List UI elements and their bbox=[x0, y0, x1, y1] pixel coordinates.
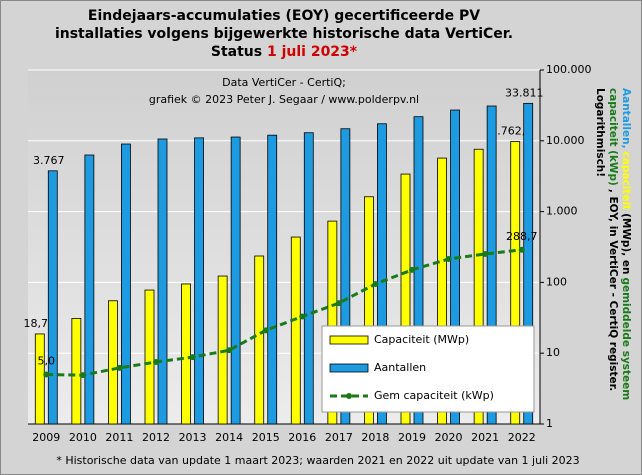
bar bbox=[254, 255, 265, 425]
bar bbox=[290, 236, 301, 425]
value-label: 5,0 bbox=[38, 355, 56, 368]
x-tick-label: 2022 bbox=[508, 431, 536, 444]
x-tick-label: 2020 bbox=[435, 431, 463, 444]
line-marker bbox=[299, 313, 306, 320]
bar bbox=[437, 157, 447, 425]
bar bbox=[181, 283, 191, 425]
y-tick-label: 10.000 bbox=[546, 134, 585, 147]
legend-swatch bbox=[346, 393, 352, 399]
line-marker bbox=[445, 256, 452, 263]
bar bbox=[450, 109, 460, 425]
bar bbox=[510, 141, 521, 425]
y-axis-label-part: capaciteit bbox=[620, 152, 632, 211]
line-marker bbox=[226, 347, 233, 354]
line-marker bbox=[482, 250, 489, 257]
legend-swatch bbox=[329, 363, 369, 373]
bar bbox=[327, 220, 338, 425]
value-label: 18,7 bbox=[24, 317, 49, 330]
line-marker bbox=[409, 266, 415, 273]
y-axis-label-part: , EOY, in VertiCer - CertiQ register. bbox=[607, 189, 619, 391]
x-tick-label: 2012 bbox=[142, 431, 170, 444]
line-marker bbox=[153, 359, 159, 366]
x-tick-label: 2011 bbox=[105, 431, 133, 444]
x-tick-label: 2019 bbox=[398, 431, 426, 444]
bar bbox=[303, 132, 314, 425]
line-marker bbox=[372, 280, 379, 287]
bar bbox=[364, 196, 374, 425]
value-label: 9.762,8 bbox=[490, 125, 532, 138]
y-axis-label-part: gemiddelde systeem bbox=[620, 277, 632, 400]
status: Status bbox=[211, 44, 262, 60]
y-tick-label: 1.000 bbox=[546, 205, 578, 218]
bar bbox=[523, 102, 534, 425]
value-label: 33.811 bbox=[505, 86, 544, 99]
x-tick-label: 2021 bbox=[471, 431, 499, 444]
value-label: 288,7 bbox=[506, 230, 538, 243]
x-tick-label: 2013 bbox=[179, 431, 207, 444]
bar bbox=[157, 138, 168, 425]
bar bbox=[108, 300, 118, 425]
y-tick-label: 100 bbox=[546, 275, 567, 288]
legend-label: Gem capaciteit (kWp) bbox=[374, 389, 494, 402]
bar bbox=[71, 318, 82, 425]
legend-label: Aantallen bbox=[374, 361, 426, 374]
bar bbox=[84, 154, 95, 425]
line-marker bbox=[79, 372, 86, 379]
y-axis-label-part: Logarithmisch! bbox=[594, 88, 606, 177]
line-marker bbox=[116, 364, 123, 371]
footnote: * Historische data van update 1 maart 20… bbox=[56, 454, 579, 467]
bar bbox=[473, 148, 484, 425]
x-tick-label: 2018 bbox=[361, 431, 389, 444]
value-label: 3.767 bbox=[33, 154, 65, 167]
y-axis-label: Aantallen, capaciteit (MWp), en gemiddelde … bbox=[620, 88, 632, 400]
y-axis-label: Logarithmisch! bbox=[594, 88, 606, 177]
legend-swatch bbox=[329, 335, 369, 345]
x-tick-label: 2016 bbox=[288, 431, 316, 444]
legend-label: Capaciteit (MWp) bbox=[374, 333, 469, 346]
line-marker bbox=[262, 327, 269, 334]
y-tick-label: 100.000 bbox=[546, 63, 592, 76]
bar bbox=[267, 134, 278, 425]
x-tick-label: 2015 bbox=[252, 431, 280, 444]
y-tick-label: 10 bbox=[546, 346, 560, 359]
y-tick-label: 1 bbox=[546, 417, 553, 430]
y-axis-label-part: (MWp), en bbox=[620, 213, 632, 274]
title-status: Status 1 juli 2023* bbox=[211, 44, 358, 60]
bar bbox=[377, 123, 387, 425]
bar bbox=[34, 333, 45, 425]
line-marker bbox=[189, 354, 196, 361]
bar bbox=[121, 143, 131, 425]
title-line: installaties volgens bijgewerkte histori… bbox=[55, 26, 513, 42]
x-tick-label: 2009 bbox=[32, 431, 60, 444]
x-tick-label: 2014 bbox=[215, 431, 243, 444]
bar bbox=[486, 105, 497, 425]
subtitle: grafiek © 2023 Peter J. Segaar / www.pol… bbox=[149, 93, 419, 106]
bar bbox=[144, 289, 155, 425]
bar bbox=[47, 170, 58, 425]
x-tick-label: 2017 bbox=[325, 431, 353, 444]
bar bbox=[194, 137, 204, 425]
bar bbox=[230, 136, 241, 425]
title-line: Eindejaars-accumulaties (EOY) gecertific… bbox=[88, 8, 480, 24]
line-marker bbox=[43, 371, 50, 378]
y-axis-label: capaciteit (kWp) , EOY, in VertiCer - Cer… bbox=[607, 88, 619, 391]
y-axis-label-part: Aantallen, bbox=[620, 88, 632, 149]
subtitle: Data VertiCer - CertiQ; bbox=[222, 76, 346, 89]
line-marker bbox=[335, 300, 342, 307]
x-tick-label: 2010 bbox=[69, 431, 97, 444]
status-date: 1 juli 2023* bbox=[267, 44, 358, 60]
bar bbox=[400, 173, 411, 425]
bar bbox=[340, 128, 351, 425]
y-axis-label-part: capaciteit (kWp) bbox=[607, 88, 619, 186]
line bbox=[46, 248, 522, 377]
line-marker bbox=[518, 246, 525, 253]
